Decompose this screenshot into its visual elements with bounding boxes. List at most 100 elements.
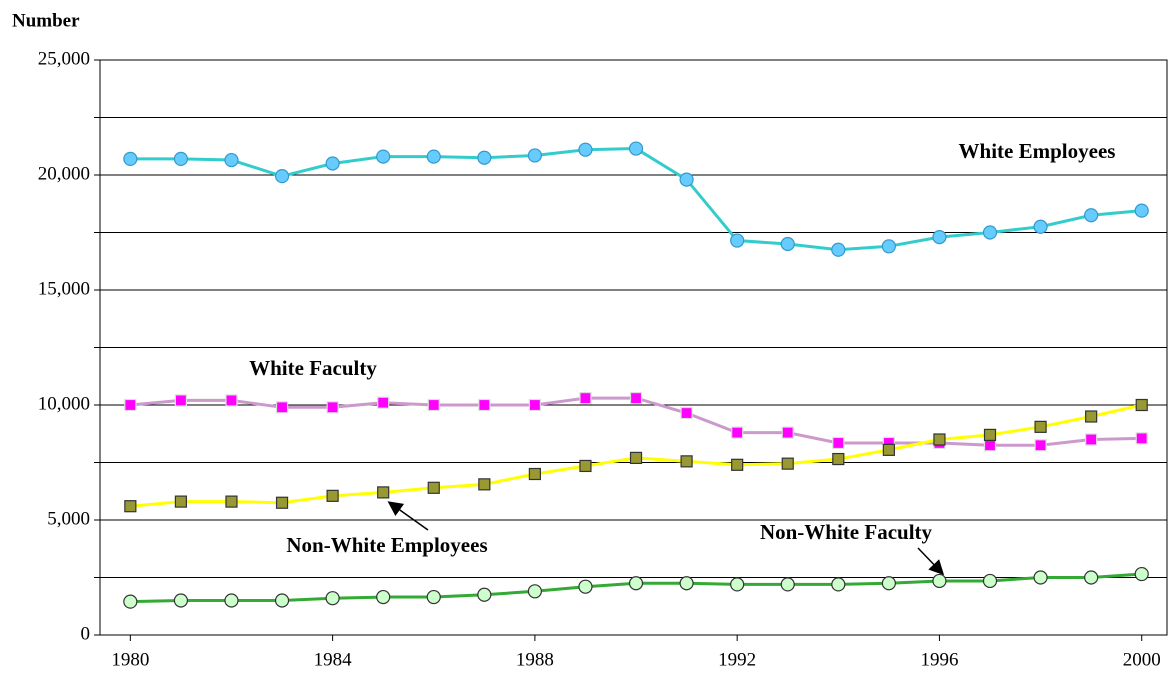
point — [933, 433, 946, 446]
point — [983, 428, 997, 441]
point — [578, 142, 593, 157]
point — [1084, 208, 1099, 223]
point — [528, 467, 541, 481]
point — [983, 439, 997, 452]
point — [679, 576, 694, 591]
point — [527, 148, 542, 163]
point — [173, 593, 189, 608]
point — [478, 398, 491, 412]
point — [679, 172, 694, 187]
point — [527, 584, 542, 599]
point — [932, 230, 947, 245]
annotation-arrow — [387, 501, 429, 531]
point — [225, 394, 238, 407]
point — [174, 394, 188, 407]
point — [1134, 566, 1149, 582]
point — [325, 591, 340, 606]
x-tick-label: 1996 — [920, 649, 958, 670]
point — [730, 577, 745, 592]
x-tick-label: 1980 — [111, 649, 149, 670]
point — [1033, 219, 1048, 234]
point — [731, 426, 744, 439]
x-tick-label: 1988 — [516, 649, 554, 670]
point — [478, 478, 491, 491]
point — [831, 242, 846, 257]
point — [477, 150, 492, 165]
y-tick-label: 10,000 — [38, 393, 90, 414]
point — [731, 458, 744, 471]
point — [1135, 398, 1148, 412]
point — [780, 236, 795, 252]
y-tick-label: 20,000 — [38, 163, 90, 184]
point — [579, 392, 592, 405]
point — [325, 156, 340, 171]
point — [629, 451, 643, 464]
point — [1085, 433, 1098, 446]
point — [1034, 420, 1047, 433]
point — [831, 577, 846, 592]
point — [882, 443, 895, 456]
point — [780, 577, 795, 592]
point — [781, 457, 794, 470]
point — [427, 481, 440, 494]
point — [1135, 432, 1148, 445]
point — [1033, 570, 1048, 585]
point — [124, 500, 137, 513]
point — [326, 401, 339, 414]
x-tick-label: 1992 — [718, 649, 756, 670]
series-label: White Faculty — [249, 356, 377, 380]
point — [982, 573, 998, 589]
point — [426, 149, 441, 164]
point — [274, 593, 290, 608]
point — [275, 401, 289, 414]
point — [376, 149, 391, 164]
point — [881, 239, 896, 254]
point — [377, 396, 390, 409]
point — [427, 398, 440, 412]
series-label: White Employees — [959, 139, 1116, 163]
point — [1084, 570, 1099, 585]
y-axis-label: Number — [12, 10, 80, 31]
point — [224, 152, 239, 168]
point — [528, 398, 541, 412]
point — [628, 576, 644, 591]
point — [680, 406, 693, 420]
point — [578, 579, 593, 594]
point — [832, 452, 845, 466]
point — [326, 489, 339, 502]
point — [477, 587, 492, 602]
annotation-arrow — [917, 547, 945, 576]
series-label: Non-White Faculty — [760, 520, 933, 544]
y-tick-label: 15,000 — [38, 278, 90, 299]
y-tick-label: 25,000 — [38, 48, 90, 69]
point — [124, 398, 137, 412]
point — [730, 233, 745, 248]
point — [426, 589, 441, 605]
point — [275, 496, 289, 509]
x-tick-label: 2000 — [1123, 649, 1161, 670]
point — [982, 225, 998, 240]
point — [881, 576, 896, 591]
point — [932, 573, 947, 589]
point — [1085, 410, 1098, 423]
point — [224, 593, 239, 608]
point — [376, 589, 391, 605]
y-tick-label: 0 — [81, 623, 91, 644]
point — [123, 594, 138, 609]
point — [579, 459, 592, 473]
point — [680, 455, 693, 468]
x-tick-label: 1984 — [314, 649, 353, 670]
point — [173, 151, 189, 166]
point — [781, 426, 794, 439]
point — [629, 392, 643, 405]
point — [377, 486, 390, 499]
point — [225, 495, 238, 508]
point — [1034, 439, 1047, 452]
point — [174, 495, 188, 508]
point — [832, 436, 845, 450]
series-label: Non-White Employees — [286, 533, 487, 557]
y-tick-label: 5,000 — [47, 508, 90, 529]
point — [628, 141, 644, 156]
point — [123, 151, 138, 166]
